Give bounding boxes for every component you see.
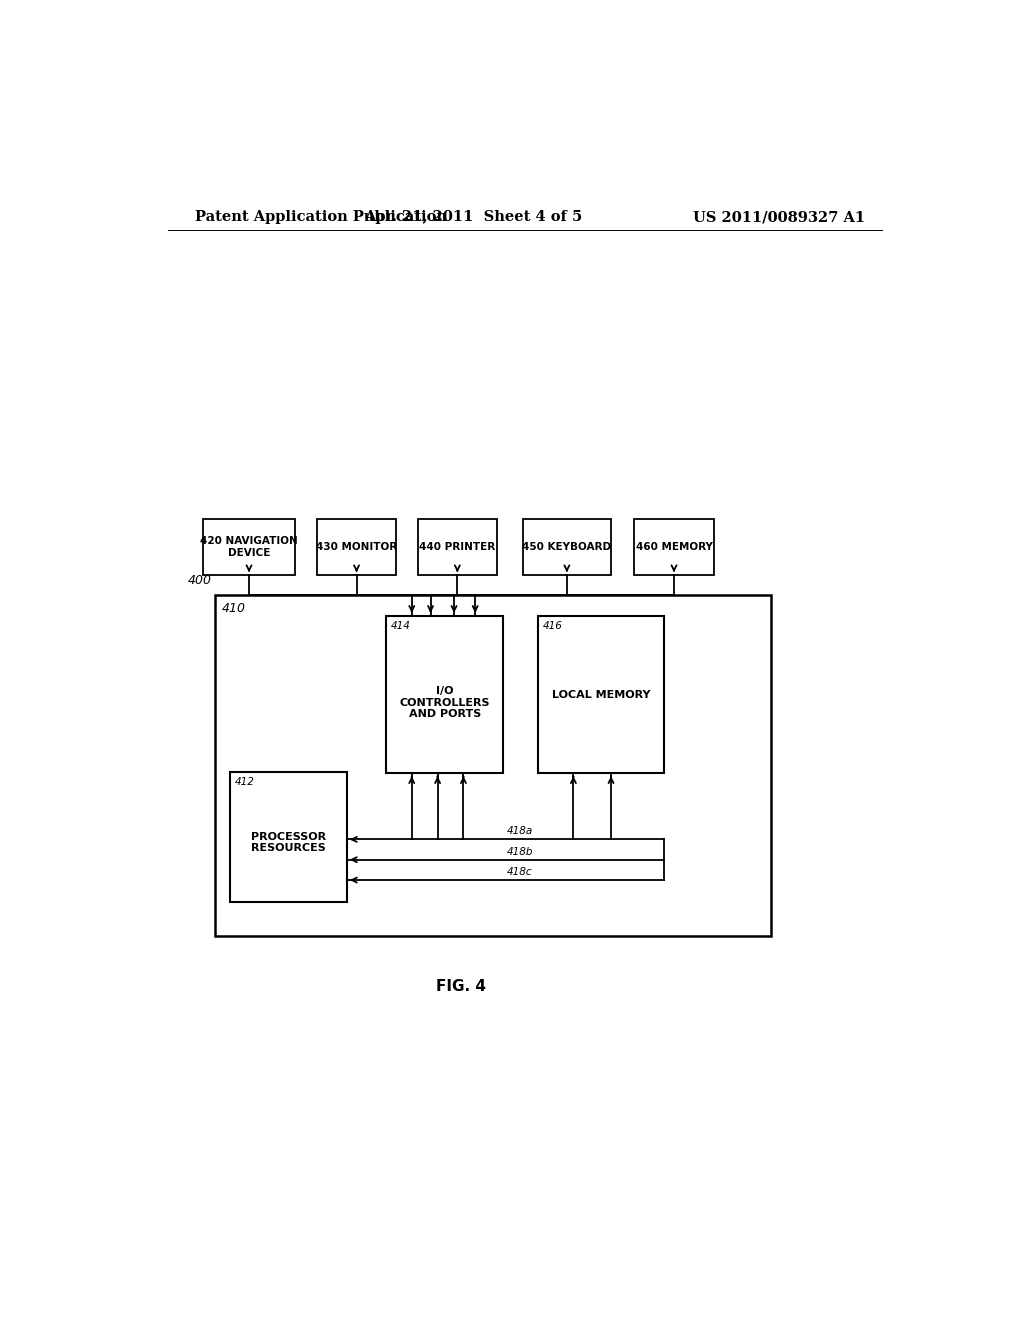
Text: I/O
CONTROLLERS
AND PORTS: I/O CONTROLLERS AND PORTS bbox=[399, 686, 489, 719]
Text: 414: 414 bbox=[391, 620, 411, 631]
Text: 430 MONITOR: 430 MONITOR bbox=[316, 543, 397, 552]
Text: 418c: 418c bbox=[507, 867, 532, 876]
Text: Apr. 21, 2011  Sheet 4 of 5: Apr. 21, 2011 Sheet 4 of 5 bbox=[365, 210, 583, 224]
Text: 440 PRINTER: 440 PRINTER bbox=[419, 543, 496, 552]
FancyBboxPatch shape bbox=[204, 519, 295, 576]
Text: 410: 410 bbox=[221, 602, 246, 615]
FancyBboxPatch shape bbox=[215, 595, 771, 936]
Text: 400: 400 bbox=[188, 574, 212, 587]
Text: 420 NAVIGATION
DEVICE: 420 NAVIGATION DEVICE bbox=[200, 536, 298, 558]
Text: Patent Application Publication: Patent Application Publication bbox=[196, 210, 447, 224]
FancyBboxPatch shape bbox=[418, 519, 497, 576]
Text: 418a: 418a bbox=[507, 826, 532, 837]
Text: 450 KEYBOARD: 450 KEYBOARD bbox=[522, 543, 611, 552]
Text: PROCESSOR
RESOURCES: PROCESSOR RESOURCES bbox=[251, 832, 326, 853]
FancyBboxPatch shape bbox=[539, 615, 664, 774]
FancyBboxPatch shape bbox=[316, 519, 396, 576]
Text: 412: 412 bbox=[234, 777, 254, 788]
FancyBboxPatch shape bbox=[634, 519, 714, 576]
Text: 416: 416 bbox=[543, 620, 563, 631]
FancyBboxPatch shape bbox=[523, 519, 610, 576]
Text: 460 MEMORY: 460 MEMORY bbox=[636, 543, 713, 552]
FancyBboxPatch shape bbox=[229, 772, 347, 903]
Text: US 2011/0089327 A1: US 2011/0089327 A1 bbox=[692, 210, 865, 224]
FancyBboxPatch shape bbox=[386, 615, 504, 774]
Text: FIG. 4: FIG. 4 bbox=[436, 979, 486, 994]
Text: 418b: 418b bbox=[507, 846, 534, 857]
Text: LOCAL MEMORY: LOCAL MEMORY bbox=[552, 689, 650, 700]
